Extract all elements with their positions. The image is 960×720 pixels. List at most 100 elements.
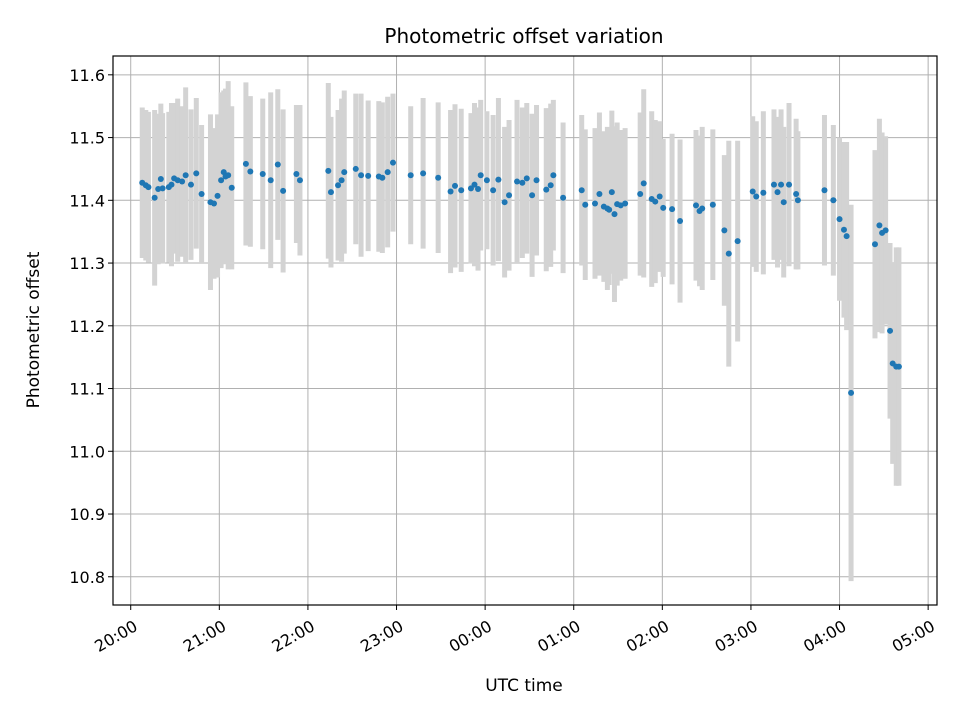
data-point [778,181,785,188]
data-point [760,189,767,196]
data-point [830,197,837,204]
data-point [293,170,300,177]
data-point [848,389,855,396]
data-point [490,187,497,194]
data-point [749,188,756,195]
data-point [341,169,348,176]
data-point [435,174,442,181]
data-point [155,186,162,193]
data-point [895,363,902,370]
y-tick-label: 11.3 [69,254,105,273]
data-point [533,177,540,184]
data-point [501,199,508,206]
data-point [843,233,850,240]
data-point [187,181,194,188]
data-point [887,327,894,334]
data-point [228,184,235,191]
data-point [734,238,741,245]
data-point [358,172,365,179]
data-point [550,172,557,179]
data-point [157,175,164,182]
data-point [656,193,663,200]
data-point [591,200,598,207]
data-point [578,187,585,194]
data-point [582,201,589,208]
y-tick-label: 11.5 [69,129,105,148]
data-point [471,181,478,188]
data-point [280,187,287,194]
data-point [242,160,249,167]
data-point [519,179,526,186]
y-tick-label: 10.9 [69,505,105,524]
data-point [669,206,676,213]
data-point [677,218,684,225]
chart-title: Photometric offset variation [384,24,663,48]
data-point [335,182,342,189]
data-point [483,177,490,184]
data-point [325,167,332,174]
data-point [467,185,474,192]
data-point [193,170,200,177]
data-point [447,188,454,195]
y-axis-ticks: 10.8 10.9 11.0 11.1 11.2 11.3 11.4 11.5 11.6 [69,66,113,587]
data-point [214,192,221,199]
data-point [225,172,232,179]
data-point [452,182,459,189]
data-point [384,169,391,176]
data-point [495,176,502,183]
data-point [882,227,889,234]
data-point [506,192,513,199]
y-tick-label: 11.4 [69,191,105,210]
data-point [420,170,427,177]
data-point [211,200,218,207]
data-point [794,197,801,204]
data-point [477,172,484,179]
data-point [296,177,303,184]
data-points [139,159,902,396]
data-point [709,201,716,208]
data-point [637,191,644,198]
data-point [606,206,613,213]
plot-area-frame [112,55,938,606]
data-point [753,193,760,200]
data-point [352,165,359,172]
data-point [725,250,732,257]
data-point [458,187,465,194]
data-point [721,227,728,234]
data-point [379,174,386,181]
data-point [608,189,615,196]
x-axis-label: UTC time [485,676,563,696]
data-point [660,204,667,211]
data-point [327,189,334,196]
data-point [145,184,152,191]
data-point [547,182,554,189]
data-point [338,177,345,184]
data-point [247,168,254,175]
data-point [774,189,781,196]
data-point [182,172,189,179]
data-point [218,177,225,184]
data-point [389,159,396,166]
data-point [793,191,800,198]
data-point [871,241,878,248]
data-point [259,170,266,177]
data-point [836,216,843,223]
data-point [407,172,414,179]
data-point [475,186,482,193]
data-point [523,175,530,182]
y-axis-label: Photometric offset [24,251,44,408]
data-point [622,200,629,207]
y-tick-label: 11.2 [69,317,105,336]
data-point [151,194,158,201]
y-tick-label: 10.8 [69,568,105,587]
data-point [365,172,372,179]
data-point [652,198,659,205]
data-point [168,181,175,188]
data-point [840,226,847,233]
data-point [640,180,647,187]
data-point [611,211,618,218]
data-point [514,178,521,185]
data-point [179,178,186,185]
y-tick-label: 11.6 [69,66,105,85]
